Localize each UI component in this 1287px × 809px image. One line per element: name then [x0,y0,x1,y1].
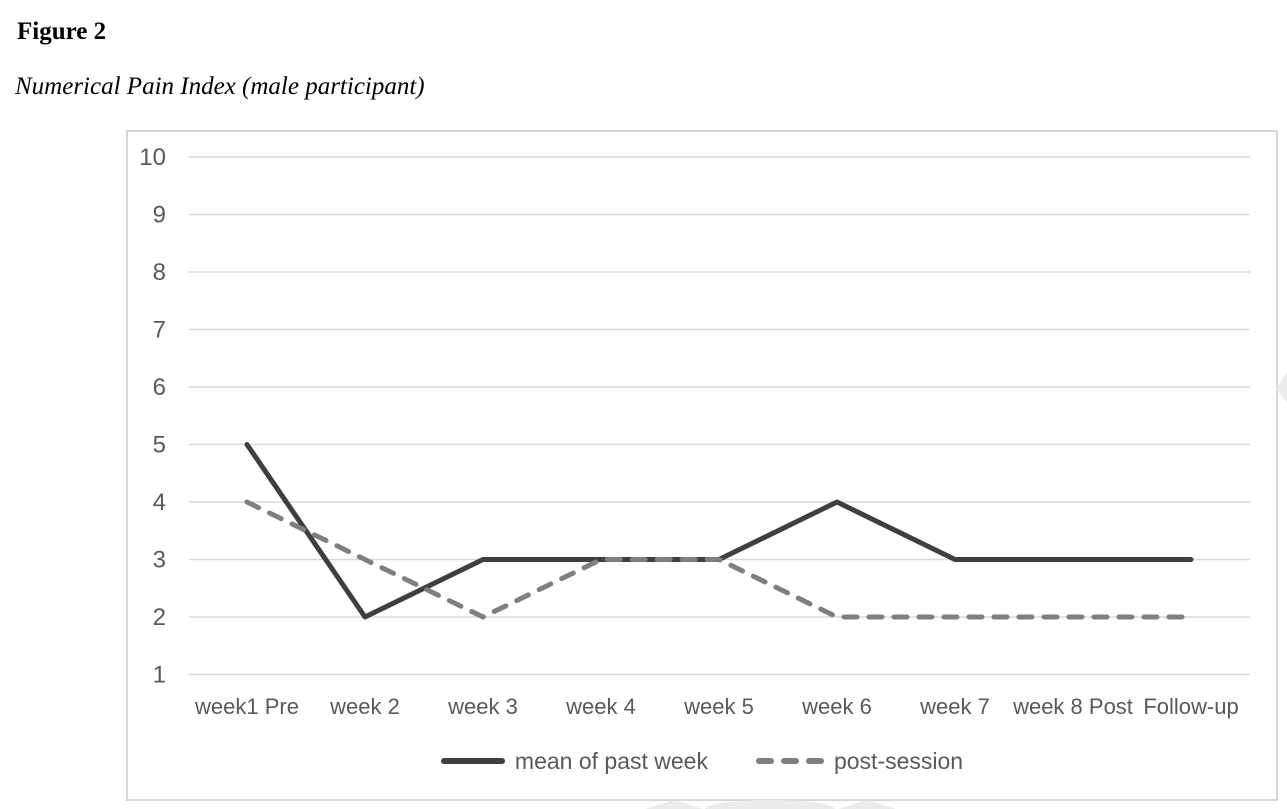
watermark-fragment-bottom [645,800,703,809]
svg-text:4: 4 [153,489,166,516]
watermark-fragment-bottom [705,800,835,809]
chart-frame: 10 9 8 7 6 5 4 3 2 1 week1 Pre week 2 week 3 week 4 we… [126,130,1278,801]
pain-line-chart: 10 9 8 7 6 5 4 3 2 1 week1 Pre week 2 week 3 week 4 we… [139,144,1250,719]
svg-text:week 4: week 4 [565,694,636,719]
legend-solid-line-sample [440,758,505,764]
legend-label-mean-of-past-week: mean of past week [514,747,708,774]
figure-caption: Numerical Pain Index (male participant) [15,73,425,100]
svg-text:3: 3 [153,547,166,574]
svg-text:week 6: week 6 [801,694,872,719]
legend-dashed-line-sample [755,758,824,764]
svg-text:8: 8 [153,259,166,286]
watermark-fragment-bottom [838,800,896,809]
legend-item-post-session: post-session [755,747,964,775]
svg-text:1: 1 [153,662,166,689]
legend-item-mean-of-past-week: mean of past week [440,747,708,775]
svg-text:week 3: week 3 [447,694,518,719]
svg-text:9: 9 [153,202,166,229]
svg-text:week 7: week 7 [919,694,990,719]
svg-text:week 2: week 2 [329,694,400,719]
svg-text:Follow-up: Follow-up [1143,694,1238,719]
svg-text:5: 5 [153,432,166,459]
legend-label-post-session: post-session [833,747,964,774]
svg-text:week 5: week 5 [683,694,754,719]
svg-text:2: 2 [153,604,166,631]
svg-text:7: 7 [153,317,166,344]
svg-text:week 8 Post: week 8 Post [1012,694,1133,719]
figure-label: Figure 2 [17,18,107,45]
svg-text:week1 Pre: week1 Pre [194,694,299,719]
chart-legend: mean of past week post-session [128,730,1276,792]
watermark-fragment-right [1276,372,1287,403]
svg-text:10: 10 [139,144,166,171]
svg-text:6: 6 [153,374,166,401]
